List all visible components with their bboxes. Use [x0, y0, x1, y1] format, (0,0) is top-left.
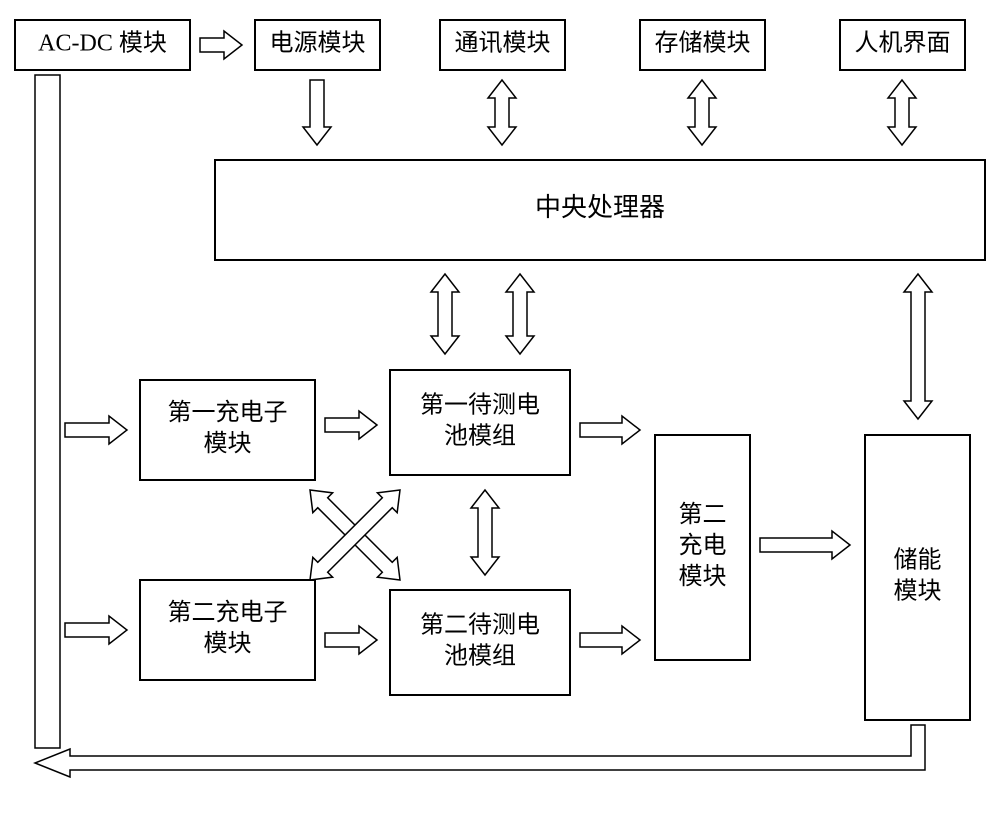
node-acdc-label: AC-DC 模块	[38, 30, 167, 57]
node-energy-label: 储能	[894, 546, 942, 573]
node-chg1-label: 模块	[204, 430, 252, 457]
node-acdc: AC-DC 模块	[15, 20, 190, 70]
node-hmi-label: 人机界面	[855, 30, 951, 57]
arrow-store-to-cpu	[688, 80, 716, 145]
node-comm: 通讯模块	[440, 20, 565, 70]
node-chg2sub: 第二充电子模块	[140, 580, 315, 680]
node-bat1: 第一待测电池模组	[390, 370, 570, 475]
node-cpu-label: 中央处理器	[535, 193, 665, 222]
arrow-bat1-bat2	[471, 490, 499, 575]
arrow-cpu-bat1-b	[506, 274, 534, 354]
arrow-cpu-energy	[904, 274, 932, 419]
arrow-acdc-to-power	[200, 31, 242, 59]
arrow-acdc-down	[35, 75, 60, 748]
node-bat2: 第二待测电池模组	[390, 590, 570, 695]
node-chg2: 第二充电模块	[655, 435, 750, 660]
arrow-hmi-to-cpu	[888, 80, 916, 145]
node-comm-label: 通讯模块	[455, 30, 551, 57]
arrow-cpu-bat1-a	[431, 274, 459, 354]
arrow-chg2sub-to-bat2	[325, 626, 377, 654]
node-bat2-label: 第二待测电	[420, 611, 540, 638]
node-chg1: 第一充电子模块	[140, 380, 315, 480]
arrow-chg1-to-bat1	[325, 411, 377, 439]
node-store: 存储模块	[640, 20, 765, 70]
arrow-bat2-to-chg2	[580, 626, 640, 654]
node-chg2-label: 模块	[679, 563, 727, 590]
node-chg2-label: 充电	[679, 532, 727, 559]
node-chg2sub-label: 模块	[204, 630, 252, 657]
arrow-acdc-to-chg2sub	[65, 616, 127, 644]
arrow-bat1-to-chg2	[580, 416, 640, 444]
node-bat1-label: 第一待测电	[420, 391, 540, 418]
node-hmi: 人机界面	[840, 20, 965, 70]
arrow-acdc-to-chg1	[65, 416, 127, 444]
node-bat1-label: 池模组	[444, 423, 516, 450]
node-power-label: 电源模块	[270, 30, 366, 57]
node-chg2-label: 第二	[679, 501, 727, 528]
node-energy-label: 模块	[894, 578, 942, 605]
node-chg1-label: 第一充电子	[168, 399, 288, 426]
node-power: 电源模块	[255, 20, 380, 70]
node-energy: 储能模块	[865, 435, 970, 720]
arrow-chg2-to-energy	[760, 531, 850, 559]
arrow-comm-to-cpu	[488, 80, 516, 145]
arrow-power-to-cpu	[303, 80, 331, 145]
arrow-energy-to-acdc	[35, 725, 925, 777]
node-cpu: 中央处理器	[215, 160, 985, 260]
node-chg2sub-label: 第二充电子	[168, 599, 288, 626]
node-bat2-label: 池模组	[444, 643, 516, 670]
block-diagram: AC-DC 模块电源模块通讯模块存储模块人机界面中央处理器第一充电子模块第一待测…	[0, 0, 1000, 824]
node-store-label: 存储模块	[655, 30, 751, 57]
